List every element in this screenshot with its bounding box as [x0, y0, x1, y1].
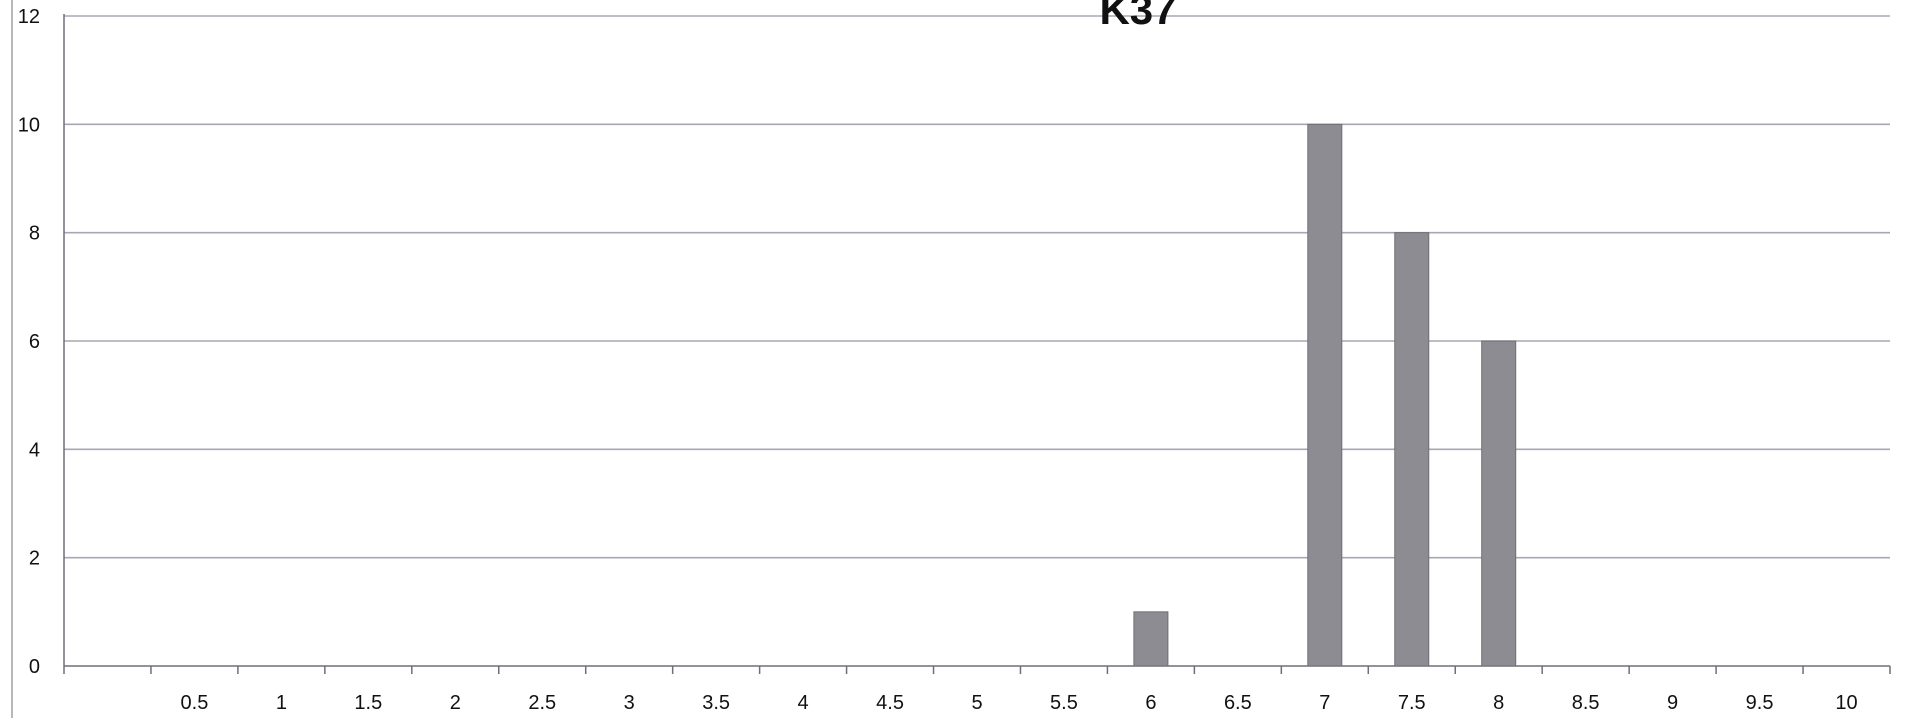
x-tick-label: 9.5 — [1746, 692, 1774, 714]
x-tick-label: 7 — [1319, 692, 1330, 714]
x-tick-label: 3 — [624, 692, 635, 714]
y-tick-label: 12 — [18, 6, 40, 28]
y-tick-label: 10 — [18, 114, 40, 136]
x-tick-label: 10 — [1835, 692, 1857, 714]
x-tick-label: 2.5 — [528, 692, 556, 714]
y-tick-label: 4 — [29, 439, 40, 461]
y-tick-label: 0 — [29, 656, 40, 678]
x-tick-label: 9 — [1667, 692, 1678, 714]
x-tick-label: 4.5 — [876, 692, 904, 714]
bar-7.5 — [1394, 232, 1430, 667]
x-tick-label: 0.5 — [181, 692, 209, 714]
x-tick-label: 2 — [450, 692, 461, 714]
bar-7 — [1307, 123, 1343, 667]
x-tick-label: 5 — [971, 692, 982, 714]
bar-6 — [1133, 611, 1169, 667]
x-tick-label: 1 — [276, 692, 287, 714]
y-tick-label: 8 — [29, 223, 40, 245]
x-tick-label: 6.5 — [1224, 692, 1252, 714]
y-tick-label: 6 — [29, 331, 40, 353]
x-tick-label: 5.5 — [1050, 692, 1078, 714]
y-tick-label: 2 — [29, 548, 40, 570]
x-tick-label: 7.5 — [1398, 692, 1426, 714]
bar-8 — [1481, 340, 1517, 667]
x-tick-label: 8 — [1493, 692, 1504, 714]
x-tick-label: 1.5 — [354, 692, 382, 714]
chart-title: K37 — [1099, 0, 1176, 33]
x-tick-label: 4 — [798, 692, 809, 714]
x-tick-label: 6 — [1145, 692, 1156, 714]
x-tick-label: 3.5 — [702, 692, 730, 714]
x-tick-label: 8.5 — [1572, 692, 1600, 714]
